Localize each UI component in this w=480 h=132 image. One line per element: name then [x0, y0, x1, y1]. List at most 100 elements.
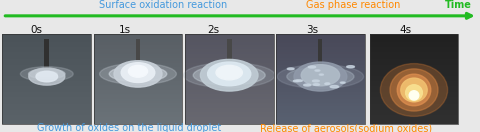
Bar [370, 43, 458, 45]
Bar [276, 104, 365, 106]
Bar [185, 106, 274, 108]
Bar [276, 47, 365, 49]
Bar [185, 36, 274, 38]
Circle shape [296, 80, 302, 82]
Circle shape [29, 69, 65, 79]
Bar [185, 99, 274, 101]
Bar [185, 104, 274, 106]
Bar [370, 61, 458, 63]
Circle shape [325, 83, 329, 84]
Bar [370, 99, 458, 101]
Bar [185, 101, 274, 103]
Bar [2, 104, 91, 106]
Bar [370, 86, 458, 88]
Bar [185, 110, 274, 112]
Bar [94, 45, 182, 47]
Ellipse shape [29, 68, 65, 85]
Ellipse shape [390, 69, 438, 111]
Bar [2, 90, 91, 92]
Bar [276, 121, 365, 122]
Bar [2, 63, 91, 65]
Bar [94, 99, 182, 101]
Bar [2, 99, 91, 101]
Bar [2, 36, 91, 38]
Bar [94, 54, 182, 56]
Bar [370, 34, 458, 124]
Bar [185, 112, 274, 113]
Bar [2, 83, 91, 85]
Bar [185, 54, 274, 56]
Bar [276, 85, 365, 86]
Bar [94, 108, 182, 110]
Bar [370, 122, 458, 124]
Bar [276, 122, 365, 124]
Bar [94, 76, 182, 77]
Ellipse shape [380, 64, 447, 116]
Bar [2, 79, 91, 81]
Bar [185, 56, 274, 58]
Bar [94, 88, 182, 90]
Ellipse shape [401, 78, 427, 102]
Bar [2, 41, 91, 43]
Bar [276, 52, 365, 54]
Bar [94, 119, 182, 121]
Bar [370, 67, 458, 68]
Bar [2, 97, 91, 99]
Bar [185, 47, 274, 49]
Ellipse shape [36, 71, 58, 82]
Bar [2, 43, 91, 45]
Bar [276, 119, 365, 121]
Bar [276, 74, 365, 76]
Bar [2, 77, 91, 79]
Bar [276, 63, 365, 65]
Bar [276, 45, 365, 47]
Bar [94, 34, 182, 124]
Bar [276, 40, 365, 41]
Bar [185, 61, 274, 63]
Bar [2, 81, 91, 83]
Bar [370, 103, 458, 104]
Bar [370, 117, 458, 119]
Bar [276, 115, 365, 117]
Bar [276, 108, 365, 110]
Bar [2, 115, 91, 117]
Bar [185, 94, 274, 95]
Bar [2, 110, 91, 112]
Bar [370, 113, 458, 115]
Bar [276, 38, 365, 40]
Circle shape [288, 68, 294, 70]
Bar [185, 70, 274, 72]
Ellipse shape [397, 74, 431, 106]
Bar [276, 34, 365, 124]
Bar [2, 121, 91, 122]
Text: 3s: 3s [306, 25, 318, 35]
Bar [94, 121, 182, 122]
Circle shape [313, 84, 320, 85]
Bar [276, 101, 365, 103]
Bar [2, 34, 91, 36]
Bar [276, 94, 365, 95]
Bar [276, 72, 365, 74]
Ellipse shape [406, 85, 422, 101]
Bar [2, 122, 91, 124]
Bar [370, 95, 458, 97]
Bar [276, 117, 365, 119]
Bar [276, 61, 365, 63]
Bar [94, 86, 182, 88]
Bar [185, 95, 274, 97]
Bar [135, 39, 140, 66]
Circle shape [287, 67, 354, 86]
Bar [276, 59, 365, 61]
Circle shape [109, 66, 167, 82]
Bar [370, 90, 458, 92]
Bar [276, 76, 365, 77]
Bar [370, 97, 458, 99]
Bar [94, 113, 182, 115]
Bar [370, 68, 458, 70]
Bar [94, 110, 182, 112]
Bar [370, 40, 458, 41]
Bar [370, 58, 458, 59]
Ellipse shape [201, 59, 258, 91]
Circle shape [21, 67, 73, 81]
Bar [185, 34, 274, 124]
